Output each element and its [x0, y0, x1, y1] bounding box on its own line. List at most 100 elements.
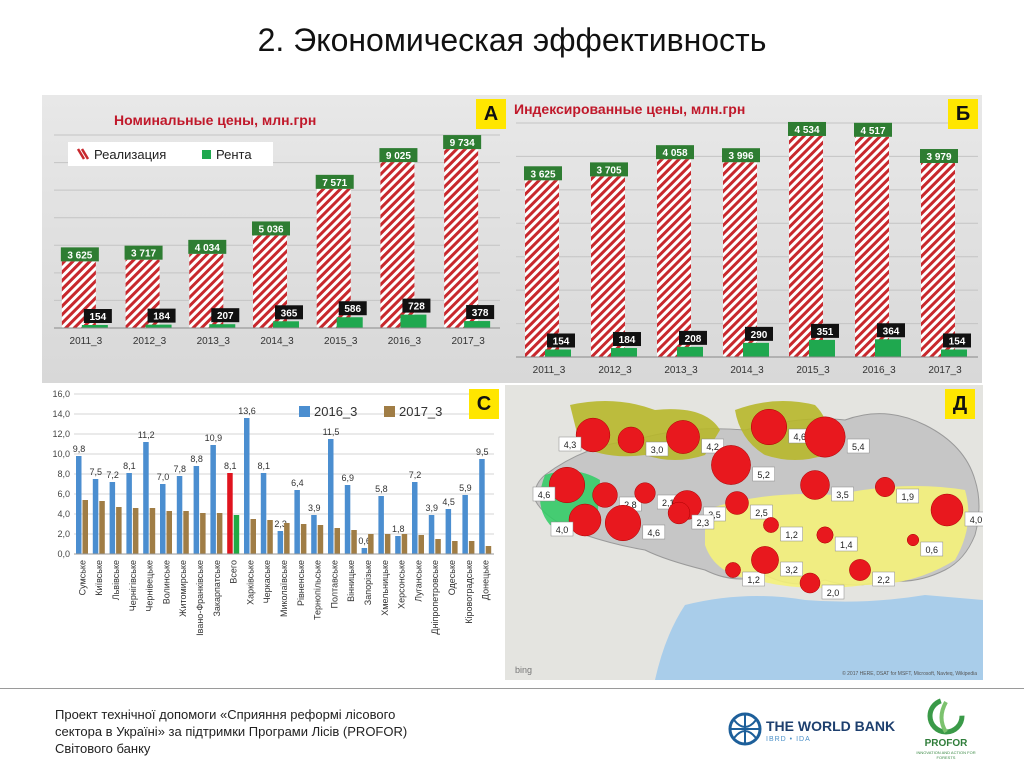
x-tick-label: 2012_3 [598, 365, 632, 376]
profor-title: PROFOR [924, 738, 968, 749]
data-label-2016: 5,8 [375, 484, 388, 494]
realization-bar [525, 180, 559, 357]
y-tick-label: 12,0 [52, 429, 70, 439]
bubble-label-box [872, 571, 895, 587]
data-label-2016: 8,1 [224, 461, 237, 471]
bubble-label: 1,4 [840, 540, 853, 550]
realization-label-box [656, 145, 694, 160]
rent-bar [941, 349, 967, 357]
rent-data-label: 154 [949, 336, 966, 347]
realization-data-label: 7 571 [322, 178, 347, 189]
bar-2017 [149, 508, 156, 554]
bar-2016 [76, 456, 82, 554]
region-bubble [750, 408, 788, 446]
realization-data-label: 4 058 [662, 148, 687, 159]
data-label-2016: 8,1 [258, 461, 271, 471]
x-tick-label: Житомирське [178, 560, 188, 617]
bar-2017 [384, 534, 391, 554]
bar-2017 [233, 515, 240, 554]
realization-label-box [854, 122, 892, 137]
realization-data-label: 3 625 [67, 250, 92, 261]
realization-data-label: 3 705 [596, 165, 621, 176]
realization-label-box [60, 247, 99, 262]
x-tick-label: Харківське [245, 560, 255, 605]
x-tick-label: Закарпатське [212, 560, 222, 617]
y-tick-label: 8,0 [57, 469, 70, 479]
x-tick-label: Луганське [413, 560, 423, 602]
chart-c-badge: С [469, 389, 499, 419]
bar-2017 [250, 519, 256, 554]
realization-bar [444, 149, 479, 328]
realization-label-box [524, 166, 562, 181]
bar-2016 [361, 548, 368, 554]
region-bubble [816, 526, 834, 544]
bar-2016 [428, 515, 435, 554]
rent-data-label: 728 [408, 302, 425, 313]
bar-2016 [395, 536, 401, 554]
chart-c-svg: 0,0 2,0 4,0 6,0 8,0 10,0 12,0 14,0 16,0 9,8 Сумськ… [52, 389, 494, 636]
bar-2016 [378, 496, 384, 554]
rent-label-box [402, 298, 431, 313]
x-tick-label: Одеське [447, 560, 457, 595]
bubble-label: 0,6 [926, 545, 939, 555]
data-label-2016: 9,5 [476, 447, 489, 457]
region-bubble [763, 517, 779, 533]
chart-b-title: Индексированные цены, млн.грн [514, 101, 746, 117]
region-bubble [592, 482, 618, 508]
realization-data-label: 3 625 [530, 169, 555, 180]
data-label-2016: 7,8 [174, 464, 187, 474]
bar-2016 [143, 442, 149, 554]
legend-swatch-2017 [384, 406, 395, 417]
x-tick-label: Тернопільське [313, 560, 323, 620]
legend-item-rent: Рента [202, 147, 252, 162]
bubble-label: 2,1 [662, 498, 675, 508]
bubble-label-box [780, 561, 803, 577]
chart-b-badge: Б [948, 99, 978, 129]
bubble-label-box [532, 486, 556, 502]
data-label-2016: 3,9 [426, 503, 439, 513]
x-tick-label: Донецьке [481, 560, 491, 600]
bubble-label: 4,0 [970, 515, 983, 525]
rent-data-label: 154 [553, 336, 570, 347]
region-bubble [617, 426, 645, 454]
x-tick-label: 2013_3 [197, 336, 231, 347]
x-tick-label: 2011_3 [533, 365, 566, 376]
chart-panel-a: 3 625 154 2011_3 3 717 184 2012_3 4 034 207 2013… [42, 95, 512, 383]
realization-label-box [379, 148, 418, 163]
rent-data-label: 586 [344, 304, 361, 315]
rent-data-label: 184 [619, 335, 636, 346]
bar-2017 [368, 534, 374, 554]
bar-2017 [468, 541, 475, 554]
y-tick-label: 14,0 [52, 409, 70, 419]
rent-bar [545, 349, 571, 357]
bubble-label-box [742, 571, 765, 587]
x-tick-label: Черкаське [262, 560, 272, 603]
x-tick-label: Миколаївське [279, 560, 289, 617]
rent-bar [81, 325, 108, 328]
region-bubble [751, 546, 779, 574]
bar-2017 [183, 511, 189, 554]
bubble-label: 3,2 [785, 565, 798, 575]
data-label-2016: 11,2 [138, 430, 155, 440]
footer-line-1: Проект технічної допомоги «Сприяння рефо… [55, 707, 396, 722]
rent-data-label: 208 [685, 334, 702, 345]
rent-data-label: 378 [472, 308, 489, 319]
bar-2016 [294, 490, 300, 554]
x-tick-label: 2014_3 [730, 365, 764, 376]
region-bubble [667, 501, 691, 525]
x-tick-label: Рівненське [296, 560, 306, 606]
x-tick-label: 2016_3 [862, 365, 896, 376]
bubble-label: 5,2 [757, 470, 770, 480]
bar-2016 [344, 485, 351, 554]
x-tick-label: 2012_3 [133, 336, 167, 347]
world-bank-subtitle: IBRD • IDA [766, 736, 811, 743]
x-tick-label: Хмельницьке [380, 560, 390, 616]
x-tick-label: Чернігівське [128, 560, 138, 611]
bar-2017 [418, 535, 424, 554]
bubble-label: 3,0 [651, 445, 664, 455]
realization-label-box [124, 245, 163, 260]
realization-label-box [590, 162, 628, 177]
realization-data-label: 3 996 [728, 151, 753, 162]
data-label-2016: 3,9 [308, 503, 321, 513]
realization-data-label: 5 036 [258, 224, 283, 235]
